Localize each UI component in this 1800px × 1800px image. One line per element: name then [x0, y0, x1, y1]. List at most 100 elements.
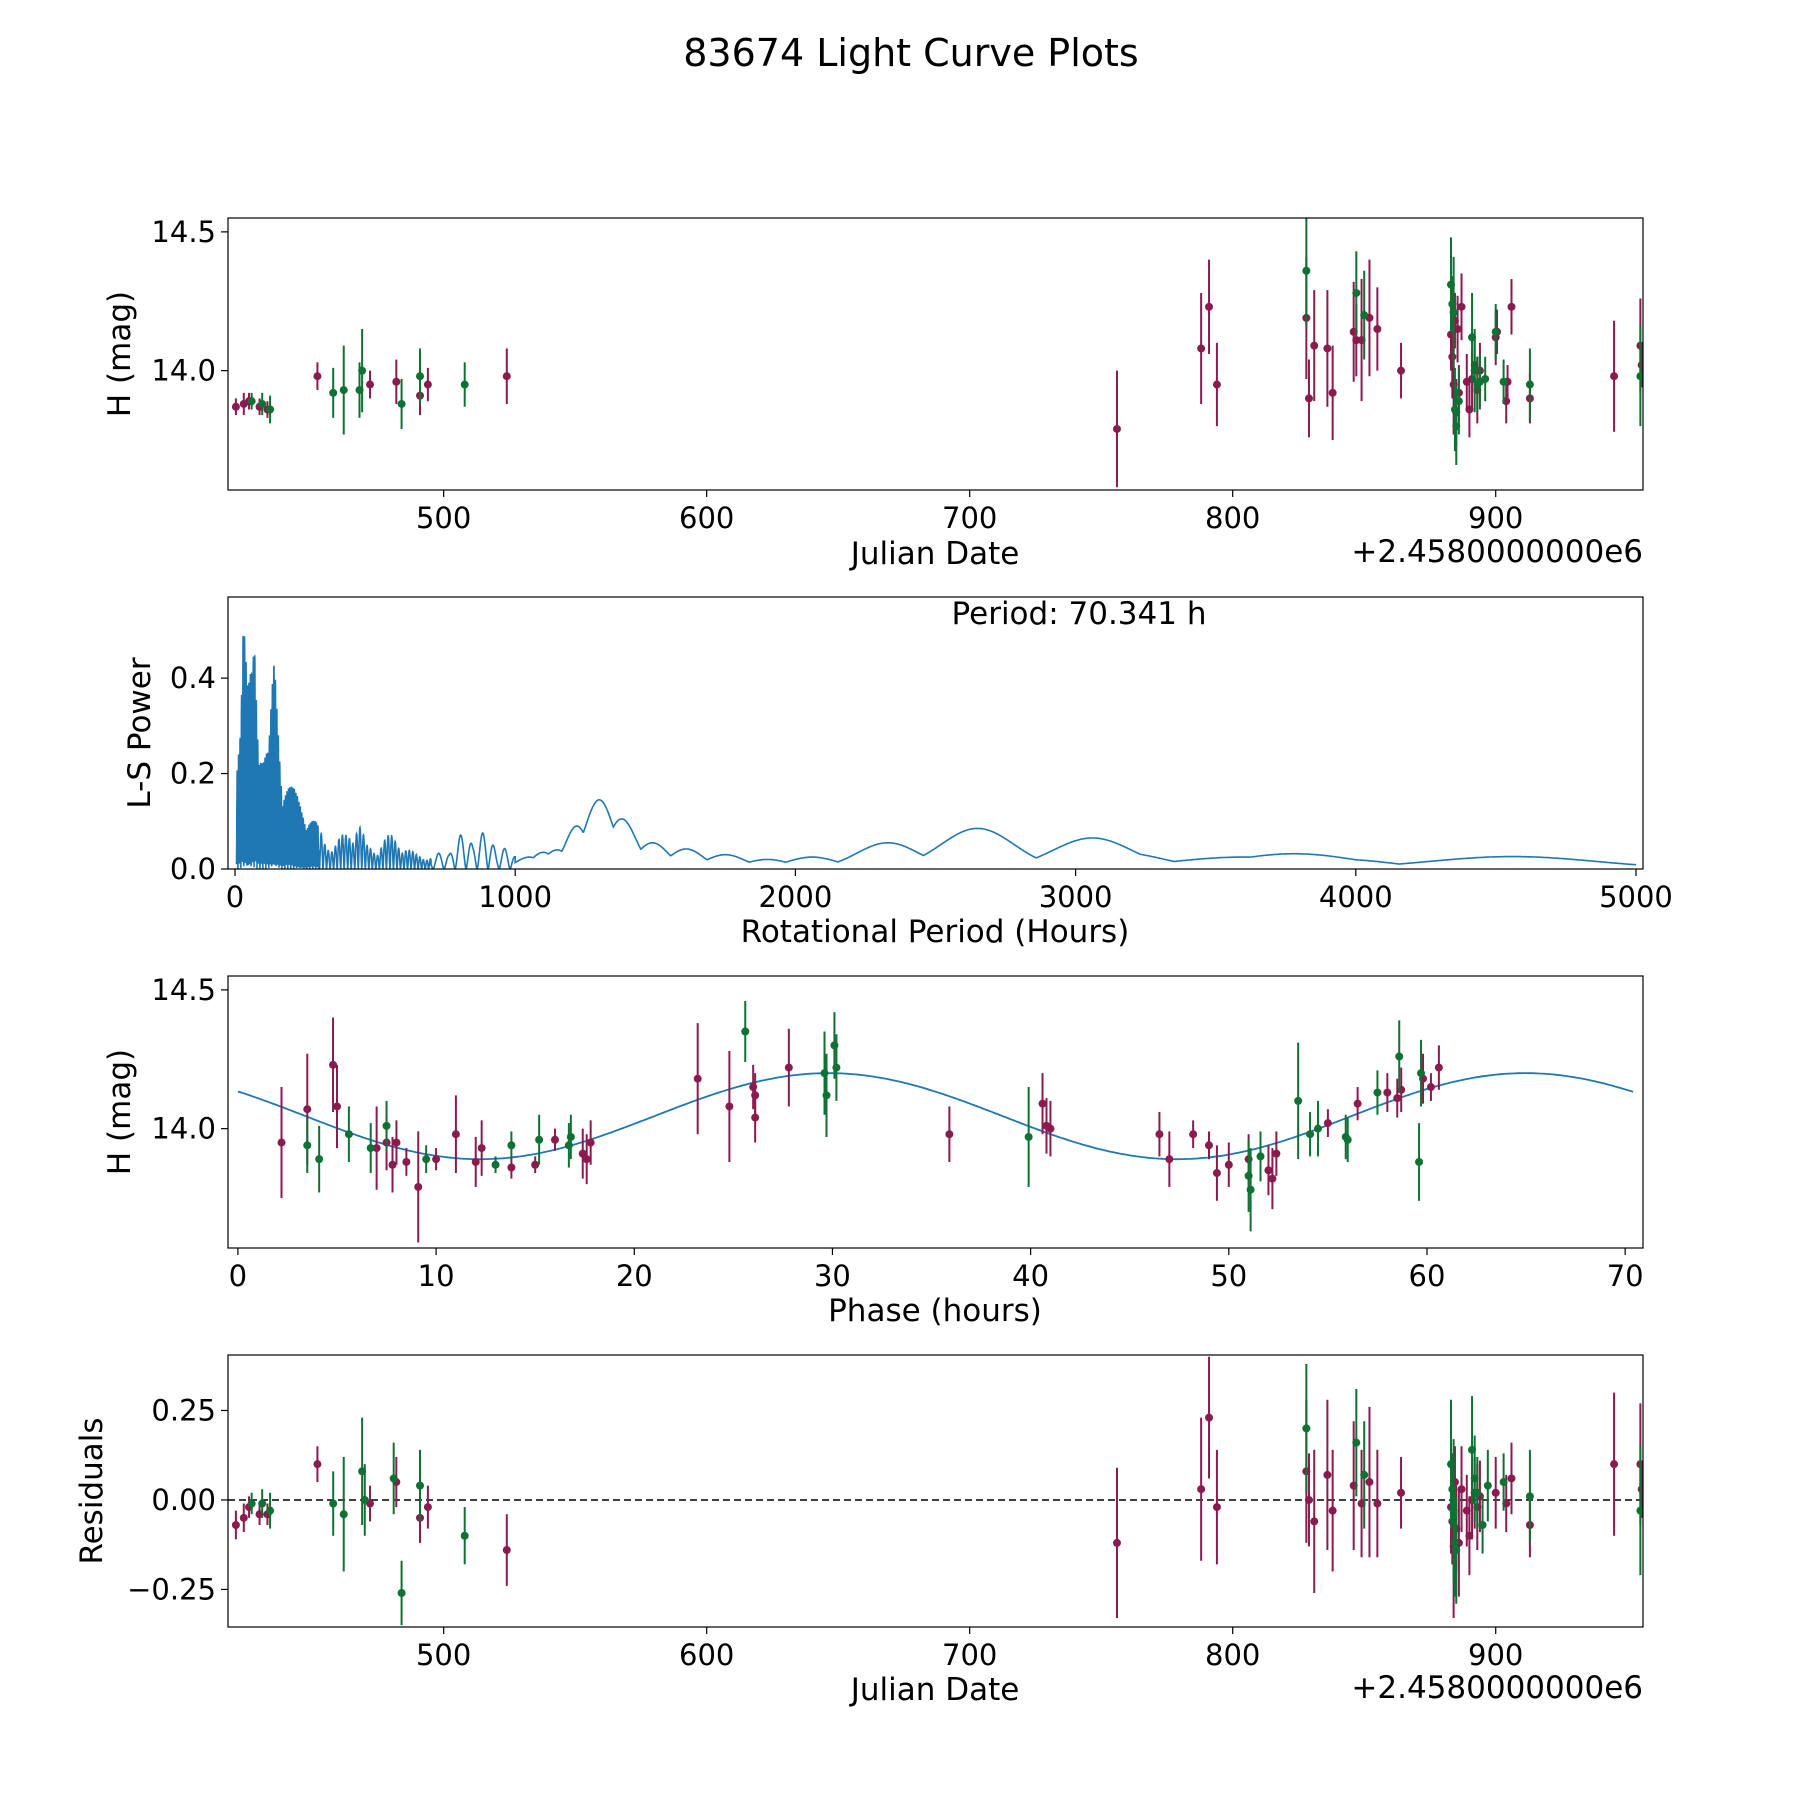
- phase-green-point: [1417, 1069, 1426, 1078]
- light-curve-magenta-point: [1507, 302, 1516, 311]
- residuals-magenta-point: [1205, 1413, 1214, 1422]
- phase-magenta-point: [1046, 1124, 1055, 1133]
- periodogram-annotation: Period: 70.341 h: [952, 596, 1207, 632]
- phase-x-tick-label: 10: [418, 1259, 455, 1293]
- phase-magenta-point: [1434, 1063, 1443, 1072]
- phase-magenta-point: [388, 1160, 397, 1169]
- phase-magenta-point: [1323, 1119, 1332, 1128]
- periodogram-x-tick-label: 3000: [1039, 880, 1113, 914]
- phase-magenta-point: [1272, 1149, 1281, 1158]
- phase-ticks: 0 10 20 30 40 50 60 70 14.0 14.5: [151, 973, 1643, 1293]
- residuals-green-point: [397, 1589, 406, 1597]
- phase-green-point: [507, 1141, 516, 1150]
- phase-magenta-point: [1212, 1169, 1221, 1178]
- phase-magenta-point: [1165, 1155, 1174, 1164]
- residuals-y-label: Residuals: [74, 1417, 110, 1564]
- phase-magenta-point: [1204, 1141, 1213, 1150]
- periodogram-panel: 0 1000 2000 3000 4000 5000 0.0 0.2 0.4 Period: 7…: [122, 596, 1673, 950]
- phase-green-point: [566, 1132, 575, 1141]
- residuals-magenta-point: [1310, 1517, 1319, 1526]
- light-curve-green-point: [415, 372, 424, 381]
- light-curve-magenta-point: [1205, 302, 1214, 311]
- phase-magenta-point: [1038, 1099, 1047, 1108]
- light-curve-marks: [231, 218, 1643, 488]
- phase-marks: [237, 1000, 1634, 1243]
- residuals-magenta-point: [1491, 1488, 1500, 1497]
- phase-green-point: [303, 1141, 312, 1150]
- phase-magenta-point: [784, 1063, 793, 1072]
- light-curve-green-point: [329, 388, 338, 397]
- light-curve-green-point: [1450, 405, 1459, 414]
- phase-clipped-marks: [237, 1000, 1634, 1243]
- light-curve-clipped-marks: [231, 218, 1643, 488]
- light-curve-green-point: [358, 366, 367, 375]
- phase-magenta-point: [1393, 1094, 1402, 1103]
- light-curve-magenta-point: [1323, 344, 1332, 353]
- residuals-green-point: [460, 1531, 469, 1540]
- light-curve-magenta-point: [231, 402, 240, 411]
- phase-green-point: [315, 1155, 324, 1164]
- residuals-green-point: [339, 1510, 348, 1519]
- phase-magenta-point: [332, 1102, 341, 1111]
- light-curve-y-tick-label: 14.5: [151, 215, 216, 249]
- residuals-green-point: [266, 1506, 275, 1515]
- phase-magenta-point: [531, 1160, 540, 1169]
- light-curve-offset-label: +2.4580000000e6: [1351, 534, 1643, 570]
- light-curve-x-tick-label: 900: [1468, 501, 1523, 535]
- phase-magenta-point: [414, 1182, 423, 1191]
- periodogram-y-tick-label: 0.2: [170, 757, 216, 791]
- phase-magenta-point: [1426, 1083, 1435, 1092]
- phase-green-point: [832, 1063, 841, 1072]
- light-curve-green-point: [258, 399, 267, 408]
- light-curve-magenta-point: [1112, 424, 1121, 433]
- phase-panel: 0 10 20 30 40 50 60 70 14.0 14.5 Phase (hours) H …: [102, 973, 1644, 1329]
- light-curve-magenta-point: [1212, 380, 1221, 389]
- phase-green-point: [1373, 1088, 1382, 1097]
- periodogram-x-tick-label: 1000: [478, 880, 552, 914]
- residuals-green-point: [389, 1474, 398, 1483]
- residuals-green-point: [1302, 1424, 1311, 1433]
- phase-magenta-point: [471, 1157, 480, 1166]
- phase-magenta-point: [1189, 1130, 1198, 1139]
- light-curve-green-point: [1448, 300, 1457, 309]
- residuals-magenta-point: [1112, 1538, 1121, 1547]
- residuals-green-point: [247, 1499, 256, 1508]
- residuals-x-tick-label: 900: [1468, 1638, 1523, 1672]
- light-curve-magenta-point: [1457, 302, 1466, 311]
- light-curve-green-point: [1302, 266, 1311, 275]
- residuals-green-point: [1525, 1492, 1534, 1501]
- periodogram-x-tick-label: 5000: [1599, 880, 1673, 914]
- light-curve-green-point: [266, 405, 275, 414]
- phase-magenta-point: [1155, 1130, 1164, 1139]
- residuals-magenta-point: [1507, 1474, 1516, 1483]
- residuals-green-point: [360, 1495, 369, 1504]
- periodogram-y-tick-label: 0.4: [170, 661, 216, 695]
- periodogram-clipped-marks: [235, 635, 1637, 869]
- light-curve-magenta-point: [1610, 372, 1619, 381]
- light-curve-panel: 500 600 700 800 900 14.0 14.5 Julian Date +2.4…: [102, 215, 1644, 572]
- light-curve-green-point: [1352, 288, 1361, 297]
- residuals-x-tick-label: 800: [1205, 1638, 1260, 1672]
- residuals-green-point: [1636, 1506, 1643, 1515]
- phase-magenta-point: [1264, 1166, 1273, 1175]
- phase-magenta-point: [477, 1144, 486, 1153]
- periodogram-power-line: [235, 635, 1637, 869]
- phase-magenta-point: [751, 1113, 760, 1122]
- residuals-panel: 500 600 700 800 900 0.25 0.00 −0.25 Julian Date…: [74, 1354, 1644, 1708]
- residuals-green-point: [1483, 1481, 1492, 1490]
- residuals-magenta-point: [1304, 1495, 1313, 1504]
- light-curve-magenta-point: [1197, 344, 1206, 353]
- residuals-y-tick-label: −0.25: [127, 1572, 216, 1606]
- residuals-y-tick-label: 0.25: [151, 1393, 216, 1427]
- light-curve-x-tick-label: 800: [1205, 501, 1260, 535]
- residuals-y-tick-label: 0.00: [151, 1483, 216, 1517]
- residuals-offset-label: +2.4580000000e6: [1351, 1670, 1643, 1706]
- light-curve-magenta-point: [1453, 325, 1462, 334]
- light-curve-magenta-point: [1310, 341, 1319, 350]
- phase-magenta-point: [693, 1074, 702, 1083]
- residuals-green-point: [1499, 1478, 1508, 1487]
- residuals-green-point: [415, 1481, 424, 1490]
- residuals-ticks: 500 600 700 800 900 0.25 0.00 −0.25: [127, 1393, 1523, 1672]
- phase-magenta-point: [725, 1102, 734, 1111]
